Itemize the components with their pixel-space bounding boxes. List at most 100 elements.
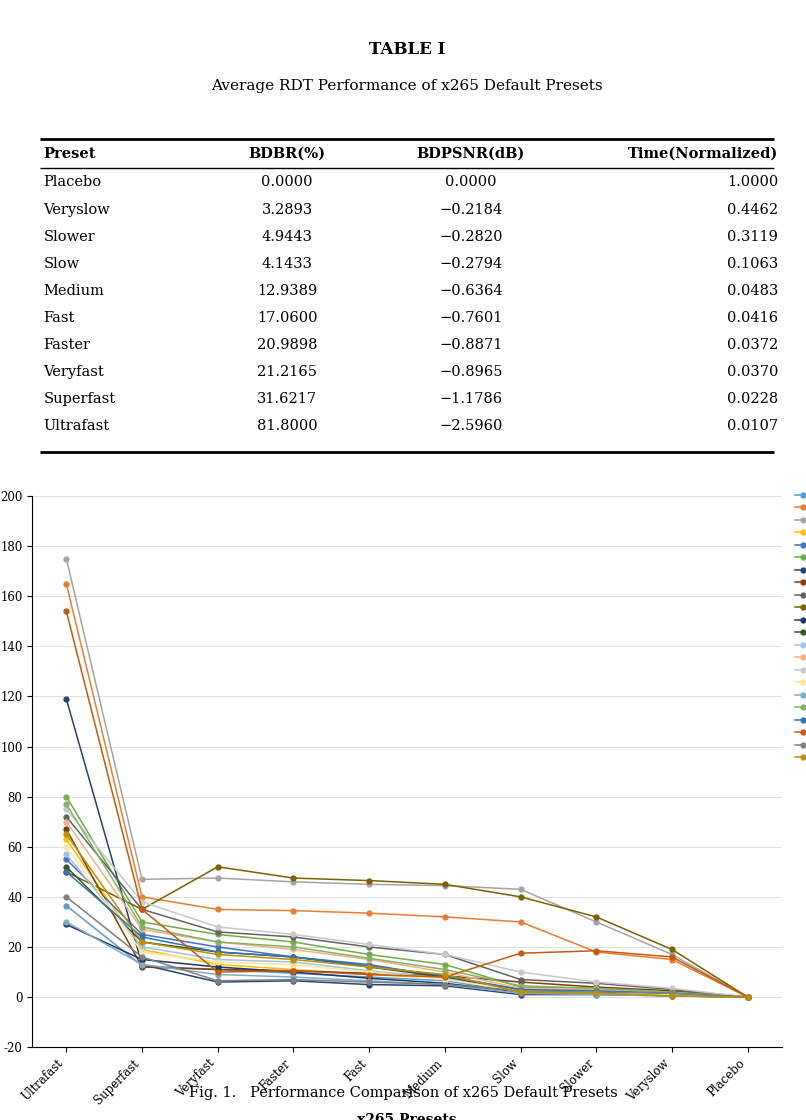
BasketballDrillText_832x480_50 (667, 989, 677, 1002)
BQTerrace_1920x1080_60 (213, 963, 222, 977)
Kimono_1920x1080_24 (516, 986, 526, 999)
Text: 20.9898: 20.9898 (257, 338, 318, 352)
Line: KristenAndSara_1280x720_60: KristenAndSara_1280x720_60 (64, 819, 750, 999)
Text: BDBR(%): BDBR(%) (248, 147, 326, 161)
Cactus_1920x1080_50 (137, 903, 147, 916)
Text: Fig. 1.   Performance Comparison of x265 Default Presets: Fig. 1. Performance Comparison of x265 D… (189, 1086, 617, 1100)
RaceHorsesC_832x480_30 (592, 981, 601, 995)
SlideEditing_1280x720_30 (743, 990, 753, 1004)
PartyScene_832x480_50 (667, 988, 677, 1001)
Line: FourPeople_1280x720_60: FourPeople_1280x720_60 (64, 922, 750, 999)
Text: −0.6364: −0.6364 (439, 283, 503, 298)
BasketballPass_416x240_50 (61, 832, 71, 846)
Text: 4.9443: 4.9443 (262, 230, 313, 244)
BQTerrace_1920x1080_60 (440, 969, 450, 982)
Text: 0.0000: 0.0000 (445, 176, 496, 189)
X-axis label: x265 Presets: x265 Presets (357, 1112, 457, 1120)
BQTerrace_1920x1080_60 (743, 990, 753, 1004)
Cactus_1920x1080_50 (289, 931, 298, 944)
PartyScene_832x480_50 (289, 958, 298, 971)
Text: 81.8000: 81.8000 (257, 419, 318, 433)
Johnny_1280x720_60 (289, 950, 298, 963)
BQMall_832x480_60 (743, 990, 753, 1004)
BasketballDrill_832x480_50 (137, 890, 147, 904)
Line: PeopleOnStreet_2560x1600_30_cro: PeopleOnStreet_2560x1600_30_cro (64, 920, 750, 999)
BQSquare_416x240_60 (440, 979, 450, 992)
Traffic_2560x1600_30_crop (743, 990, 753, 1004)
Line: BQMall_832x480_60: BQMall_832x480_60 (64, 794, 750, 999)
RaceHorses_416x240_30 (667, 987, 677, 1000)
SlideShow_1280x720_20 (364, 976, 374, 989)
KristenAndSara_1280x720_60 (364, 953, 374, 967)
BasketballPass_416x240_50 (289, 963, 298, 977)
Line: Traffic_2560x1600_30_crop: Traffic_2560x1600_30_crop (64, 832, 750, 999)
SlideShow_1280x720_20 (592, 986, 601, 999)
ChinaSpeed_1024x768_30 (440, 878, 450, 892)
Johnny_1280x720_60 (667, 988, 677, 1001)
RaceHorsesC_832x480_30 (516, 979, 526, 992)
Traffic_2560x1600_30_crop (516, 986, 526, 999)
Cactus_1920x1080_50 (592, 977, 601, 990)
ChinaSpeed_1024x768_30 (213, 860, 222, 874)
ParkScene_1920x1080_24 (289, 927, 298, 941)
FourPeople_1280x720_60 (61, 917, 71, 931)
BQSquare_416x240_60 (516, 988, 526, 1001)
Kimono_1920x1080_24 (364, 964, 374, 978)
RaceHorsesC_832x480_30 (213, 935, 222, 949)
Text: 3.2893: 3.2893 (261, 203, 313, 216)
BQSquare_416x240_60 (743, 990, 753, 1004)
ChinaSpeed_1024x768_30 (364, 874, 374, 887)
BasketballDrive_1920x1080_50 (516, 883, 526, 896)
BasketballDrillText_832x480_50 (213, 963, 222, 977)
RaceHorsesC_832x480_30 (743, 990, 753, 1004)
SlideEditing_1280x720_30 (61, 605, 71, 618)
BQSquare_416x240_60 (61, 692, 71, 706)
ParkScene_1920x1080_24 (364, 937, 374, 951)
BasketballDrill_832x480_50 (61, 577, 71, 590)
Line: RaceHorsesC_832x480_30: RaceHorsesC_832x480_30 (64, 802, 750, 999)
Text: BDPSNR(dB): BDPSNR(dB) (417, 147, 525, 161)
Text: −2.5960: −2.5960 (439, 419, 502, 433)
FourPeople_1280x720_60 (440, 977, 450, 990)
Text: −0.7601: −0.7601 (439, 311, 502, 325)
Text: 0.0000: 0.0000 (261, 176, 313, 189)
FourPeople_1280x720_60 (137, 953, 147, 967)
BQSquare_416x240_60 (213, 976, 222, 989)
Traffic_2560x1600_30_crop (137, 935, 147, 949)
RaceHorses_416x240_30 (440, 969, 450, 982)
PartyScene_832x480_50 (61, 840, 71, 853)
FourPeople_1280x720_60 (592, 987, 601, 1000)
RaceHorsesC_832x480_30 (667, 986, 677, 999)
BlowingBubbles_416x240_50 (743, 990, 753, 1004)
Johnny_1280x720_60 (592, 986, 601, 999)
PartyScene_832x480_50 (440, 973, 450, 987)
SlideEditing_1280x720_30 (440, 970, 450, 983)
Legend: BasketballDrillText_832x480_50, BasketballDrill_832x480_50, BasketballDrive_1920: BasketballDrillText_832x480_50, Basketba… (793, 489, 806, 764)
Cactus_1920x1080_50 (743, 990, 753, 1004)
BasketballDrill_832x480_50 (289, 904, 298, 917)
Text: Preset: Preset (44, 147, 96, 161)
BlowingBubbles_416x240_50 (364, 958, 374, 971)
Text: 0.0370: 0.0370 (727, 365, 778, 379)
Line: BasketballDrive_1920x1080_50: BasketballDrive_1920x1080_50 (64, 557, 750, 999)
SlideEditing_1280x720_30 (516, 946, 526, 960)
BQSquare_416x240_60 (592, 988, 601, 1001)
Line: BlowingBubbles_416x240_50: BlowingBubbles_416x240_50 (64, 857, 750, 999)
Text: −0.2820: −0.2820 (439, 230, 502, 244)
ChinaSpeed_1024x768_30 (516, 890, 526, 904)
Line: BasketballDrill_832x480_50: BasketballDrill_832x480_50 (64, 581, 750, 999)
BQSquare_416x240_60 (667, 989, 677, 1002)
Text: Faster: Faster (44, 338, 90, 352)
Traffic_2560x1600_30_crop (592, 987, 601, 1000)
RaceHorsesC_832x480_30 (364, 952, 374, 965)
Traffic_2560x1600_30_crop (289, 953, 298, 967)
Kimono_1920x1080_24 (289, 955, 298, 969)
Text: 0.3119: 0.3119 (727, 230, 778, 244)
ParkScene_1920x1080_24 (137, 895, 147, 908)
BasketballDrillText_832x480_50 (592, 987, 601, 1000)
BQMall_832x480_60 (213, 927, 222, 941)
Line: SlideEditing_1280x720_30: SlideEditing_1280x720_30 (64, 609, 750, 999)
Text: 0.0416: 0.0416 (727, 311, 778, 325)
PeopleOnStreet_2560x1600_30_cro (213, 968, 222, 981)
Text: 0.0483: 0.0483 (727, 283, 778, 298)
